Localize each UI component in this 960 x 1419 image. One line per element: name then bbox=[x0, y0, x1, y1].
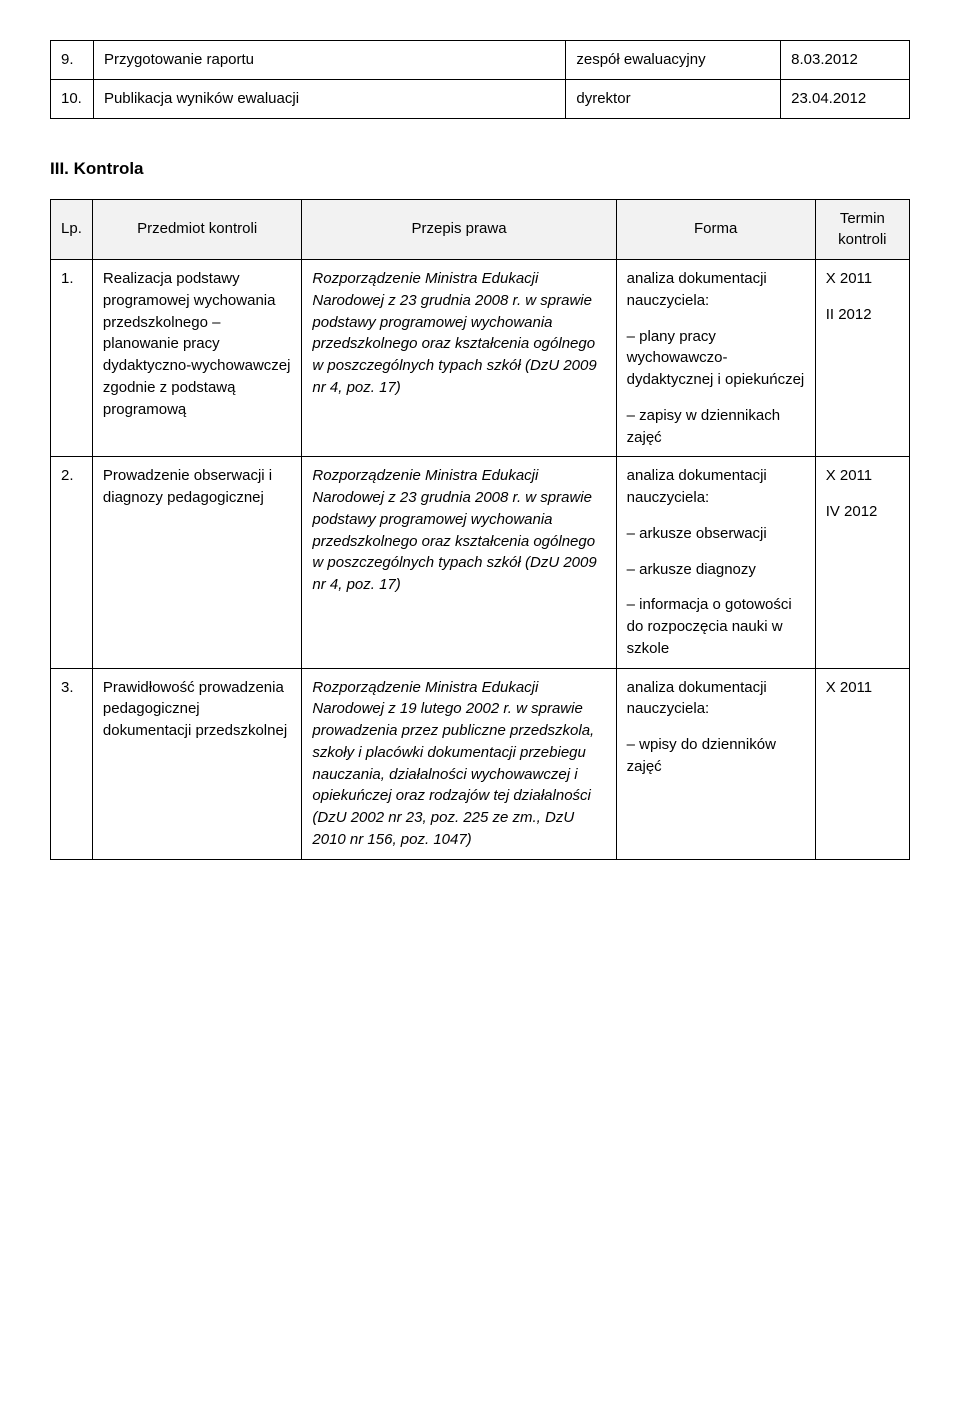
row-law: Rozporządzenie Ministra Edukacji Narodow… bbox=[302, 668, 616, 859]
term-block: X 2011 bbox=[826, 465, 899, 487]
term-block: X 2011 bbox=[826, 677, 899, 699]
row-resp: dyrektor bbox=[566, 79, 781, 118]
form-block: analiza dokumentacji nauczyciela: bbox=[627, 268, 805, 312]
form-block: – zapisy w dziennikach zajęć bbox=[627, 405, 805, 449]
term-block: II 2012 bbox=[826, 304, 899, 326]
form-block: – plany pracy wychowawczo-dydaktycznej i… bbox=[627, 326, 805, 391]
section-heading: III. Kontrola bbox=[50, 159, 910, 179]
row-form: analiza dokumentacji nauczyciela: – arku… bbox=[616, 457, 815, 668]
table-header-row: Lp. Przedmiot kontroli Przepis prawa For… bbox=[51, 199, 910, 260]
row-law: Rozporządzenie Ministra Edukacji Narodow… bbox=[302, 457, 616, 668]
row-num: 9. bbox=[51, 41, 94, 80]
schedule-table-top: 9. Przygotowanie raportu zespół ewaluacy… bbox=[50, 40, 910, 119]
row-resp: zespół ewaluacyjny bbox=[566, 41, 781, 80]
table-row: 10. Publikacja wyników ewaluacji dyrekto… bbox=[51, 79, 910, 118]
form-block: analiza dokumentacji nauczyciela: bbox=[627, 677, 805, 721]
header-term: Termin kontroli bbox=[815, 199, 909, 260]
form-block: analiza dokumentacji nauczyciela: bbox=[627, 465, 805, 509]
form-block: – informacja o gotowości do rozpoczęcia … bbox=[627, 594, 805, 659]
table-row: 9. Przygotowanie raportu zespół ewaluacy… bbox=[51, 41, 910, 80]
table-row: 2. Prowadzenie obserwacji i diagnozy ped… bbox=[51, 457, 910, 668]
form-block: – arkusze obserwacji bbox=[627, 523, 805, 545]
row-subject: Prowadzenie obserwacji i diagnozy pedago… bbox=[92, 457, 302, 668]
row-subject: Realizacja podstawy programowej wychowan… bbox=[92, 260, 302, 457]
row-desc: Przygotowanie raportu bbox=[93, 41, 565, 80]
row-form: analiza dokumentacji nauczyciela: – plan… bbox=[616, 260, 815, 457]
header-subject: Przedmiot kontroli bbox=[92, 199, 302, 260]
row-form: analiza dokumentacji nauczyciela: – wpis… bbox=[616, 668, 815, 859]
row-date: 23.04.2012 bbox=[781, 79, 910, 118]
row-num: 3. bbox=[51, 668, 93, 859]
row-num: 2. bbox=[51, 457, 93, 668]
form-block: – wpisy do dzienników zajęć bbox=[627, 734, 805, 778]
row-term: X 2011 bbox=[815, 668, 909, 859]
header-num: Lp. bbox=[51, 199, 93, 260]
row-date: 8.03.2012 bbox=[781, 41, 910, 80]
row-num: 1. bbox=[51, 260, 93, 457]
header-law: Przepis prawa bbox=[302, 199, 616, 260]
row-law: Rozporządzenie Ministra Edukacji Narodow… bbox=[302, 260, 616, 457]
row-term: X 2011 II 2012 bbox=[815, 260, 909, 457]
row-subject: Prawidłowość prowadzenia pedagogicznej d… bbox=[92, 668, 302, 859]
table-row: 1. Realizacja podstawy programowej wycho… bbox=[51, 260, 910, 457]
row-desc: Publikacja wyników ewaluacji bbox=[93, 79, 565, 118]
header-form: Forma bbox=[616, 199, 815, 260]
kontrola-table: Lp. Przedmiot kontroli Przepis prawa For… bbox=[50, 199, 910, 860]
term-block: X 2011 bbox=[826, 268, 899, 290]
row-num: 10. bbox=[51, 79, 94, 118]
row-term: X 2011 IV 2012 bbox=[815, 457, 909, 668]
form-block: – arkusze diagnozy bbox=[627, 559, 805, 581]
term-block: IV 2012 bbox=[826, 501, 899, 523]
table-row: 3. Prawidłowość prowadzenia pedagogiczne… bbox=[51, 668, 910, 859]
